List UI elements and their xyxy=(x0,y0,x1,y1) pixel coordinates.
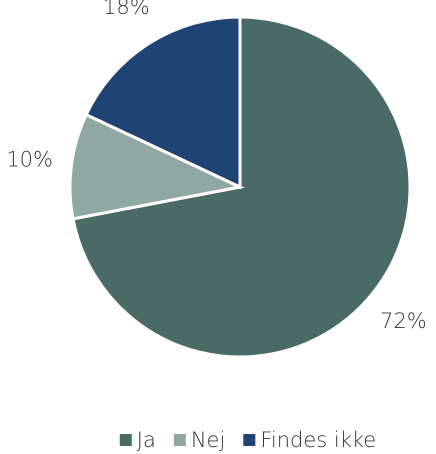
legend-label: Ja xyxy=(137,428,156,452)
pie-slice xyxy=(84,15,242,190)
data-label: 18% xyxy=(103,0,150,19)
legend-swatch xyxy=(119,434,132,446)
legend-label: Nej xyxy=(191,428,225,452)
legend-swatch xyxy=(173,434,186,446)
legend-label: Findes ikke xyxy=(260,428,376,452)
legend-swatch xyxy=(243,434,256,446)
data-label: 10% xyxy=(6,147,53,171)
pie-slice xyxy=(68,112,245,221)
data-label: 72% xyxy=(380,309,427,333)
